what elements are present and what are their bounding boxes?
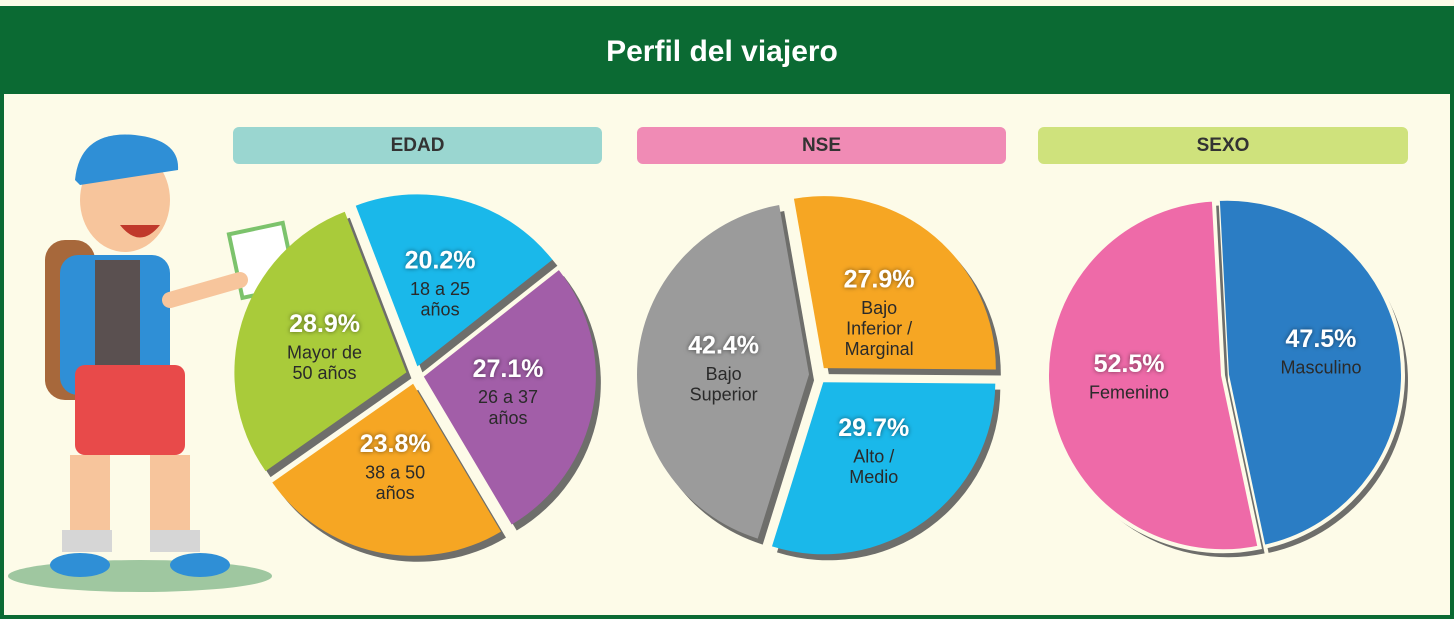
page-title: Perfil del viajero (606, 35, 838, 68)
value-label: 27.9% (844, 265, 915, 293)
page: Perfil del viajero EDAD20.2%18 a 25años2… (0, 0, 1454, 619)
pie-title: SEXO (1197, 135, 1250, 156)
category-label: Femenino (1089, 382, 1169, 402)
pie-title: NSE (802, 135, 841, 156)
value-label: 23.8% (360, 430, 431, 458)
category-label: Alto /Medio (849, 446, 898, 487)
value-label: 29.7% (838, 414, 909, 442)
value-label: 20.2% (405, 246, 476, 274)
category-label: Masculino (1280, 357, 1361, 377)
pie-title: EDAD (391, 135, 445, 156)
infographic: Perfil del viajero EDAD20.2%18 a 25años2… (0, 0, 1454, 619)
value-label: 42.4% (688, 332, 759, 360)
value-label: 28.9% (289, 310, 360, 338)
value-label: 47.5% (1286, 325, 1357, 353)
value-label: 27.1% (473, 355, 544, 383)
value-label: 52.5% (1094, 350, 1165, 378)
